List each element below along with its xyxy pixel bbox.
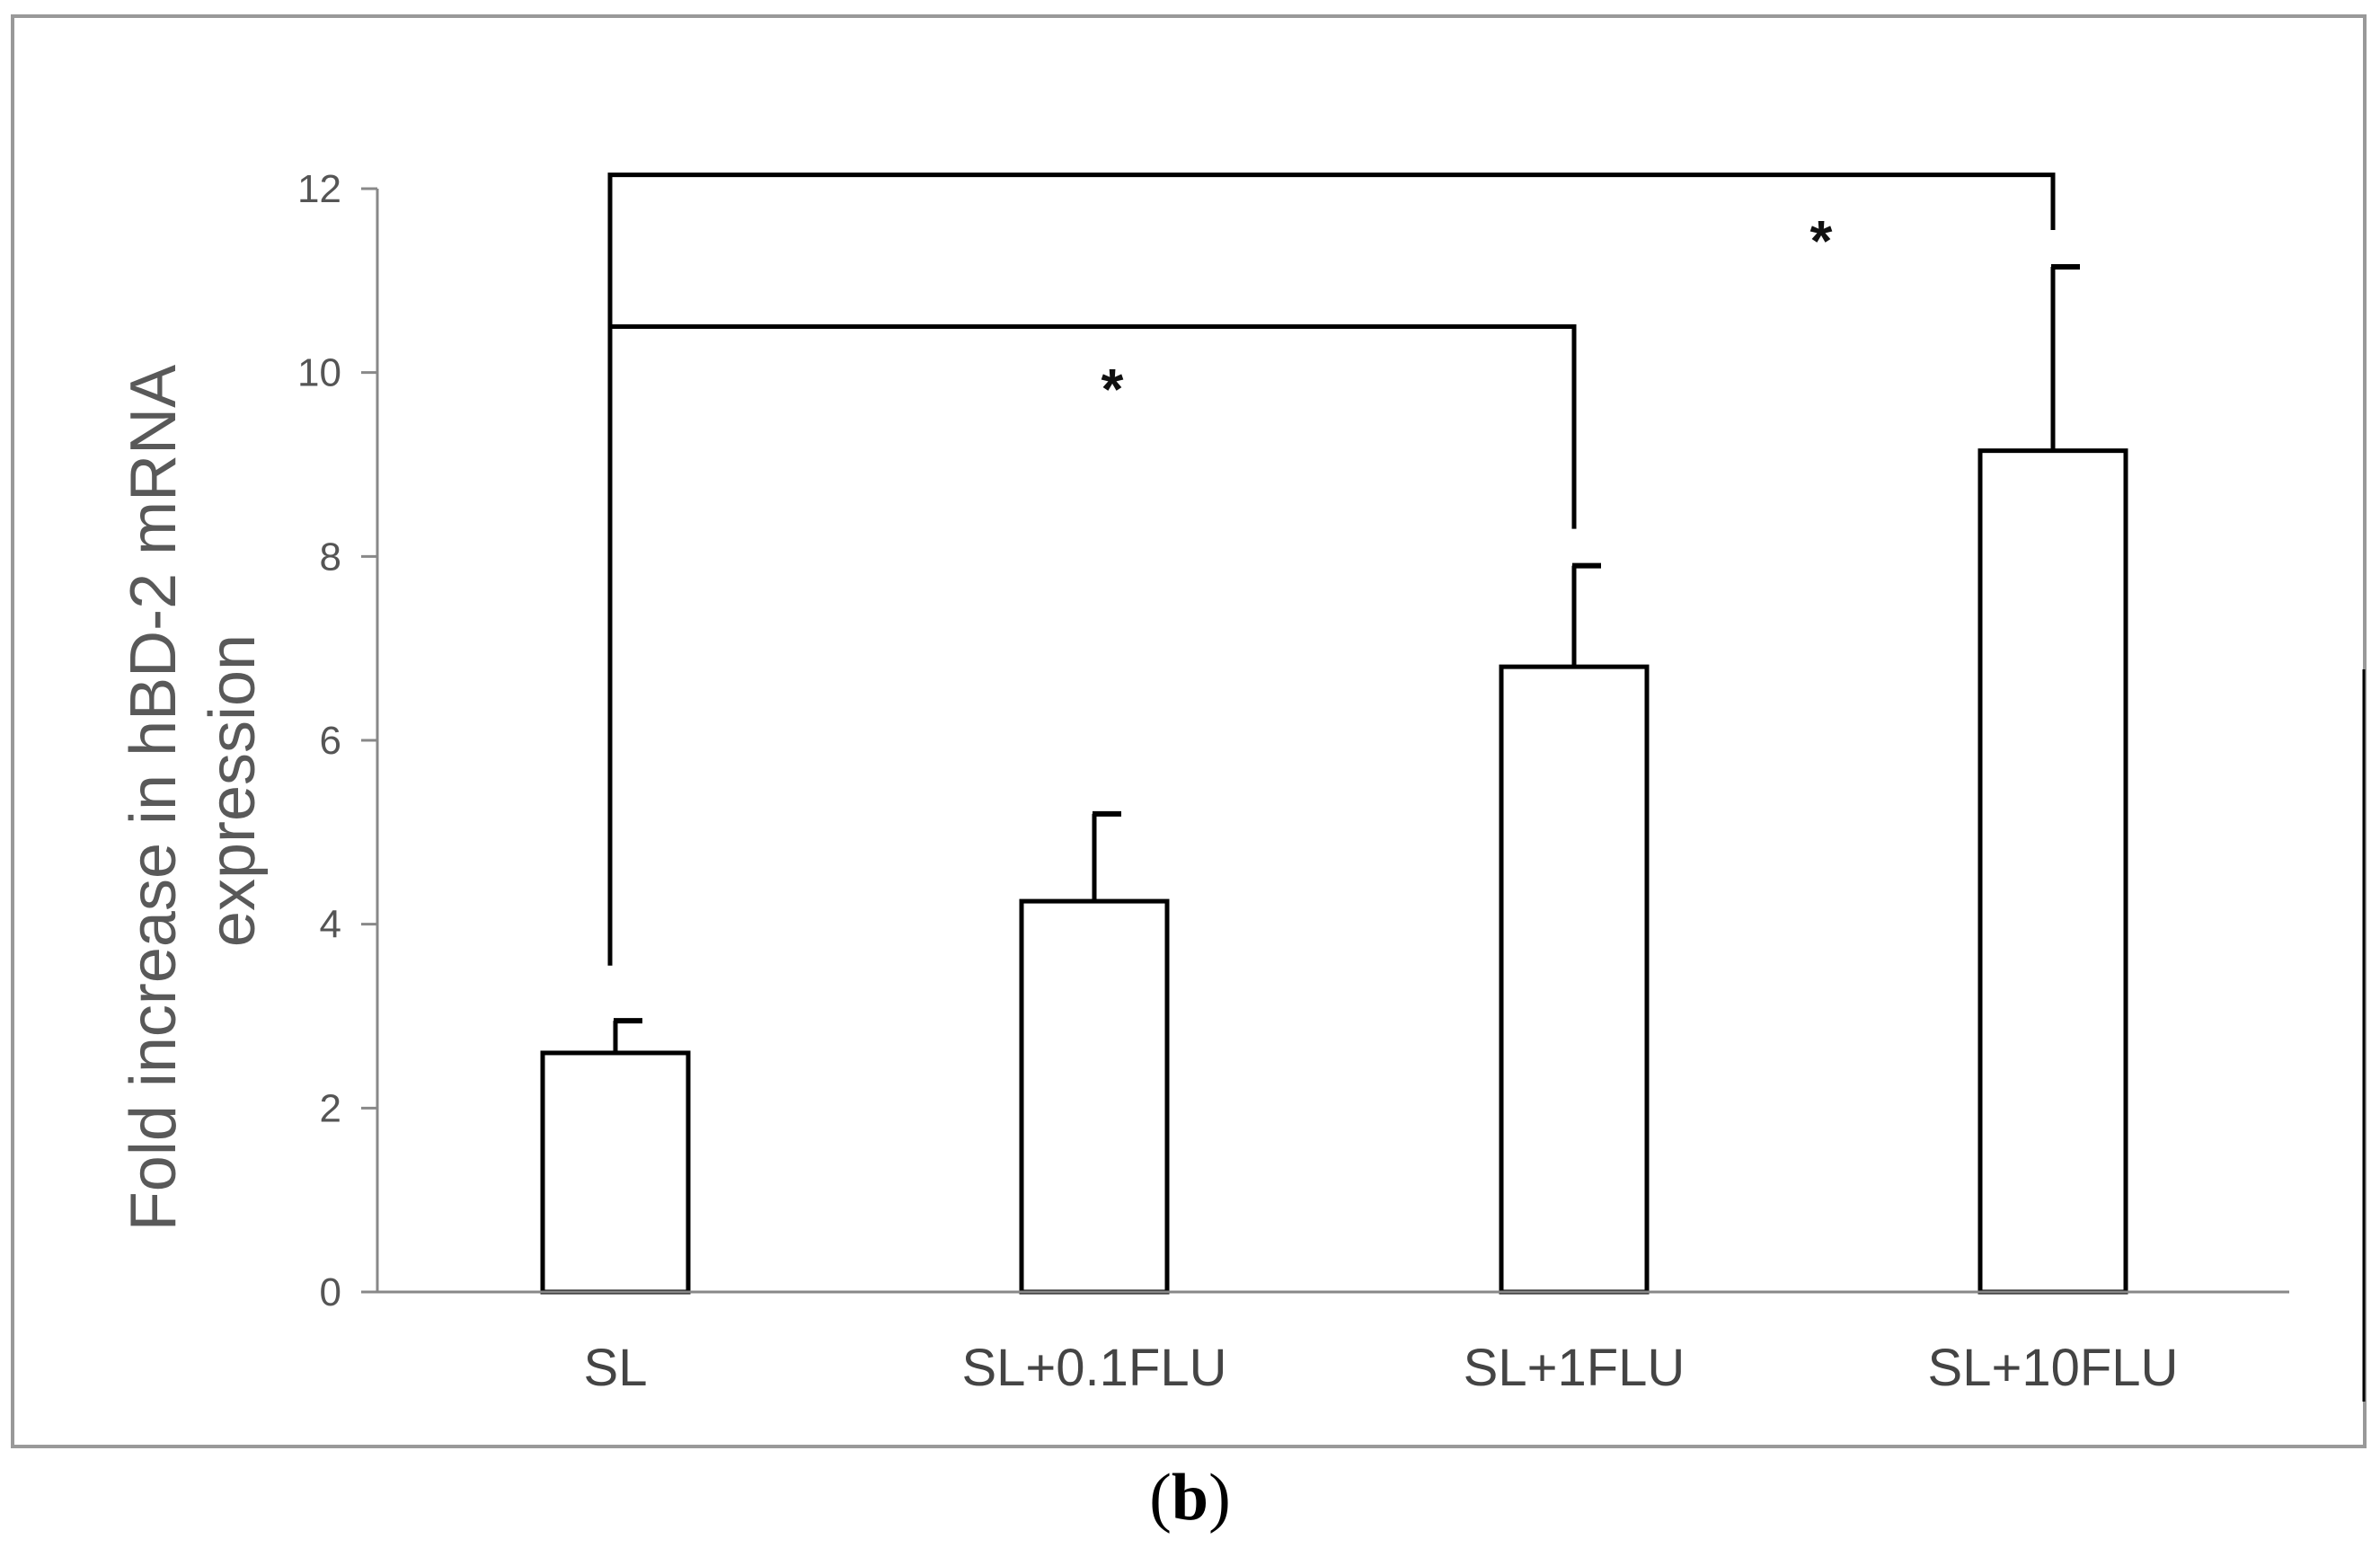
y-tick-label: 4 [320, 903, 341, 947]
y-axis-label: Fold increase in hBD-2 mRNA expression [118, 350, 269, 1231]
x-tick-label: SL [584, 1339, 648, 1397]
bar [1019, 898, 1170, 1295]
significance-bracket [607, 173, 2056, 327]
y-axis-label-line-2: expression [197, 634, 269, 947]
panel-letter: b [1171, 1461, 1209, 1535]
x-tick-label: SL+0.1FLU [961, 1339, 1226, 1397]
y-tick-label: 10 [297, 351, 341, 395]
significance-star: * [1810, 208, 1833, 273]
y-axis: 0 2 4 6 8 10 12 [297, 167, 379, 1314]
y-tick-label: 2 [320, 1086, 341, 1130]
y-tick-label: 0 [320, 1270, 341, 1314]
y-tick-label: 12 [297, 167, 341, 211]
panel-label: (b) [1149, 1461, 1231, 1535]
significance-star: * [1102, 357, 1124, 421]
significance-brackets: ** [607, 173, 2056, 966]
x-tick-label: SL+10FLU [1928, 1339, 2179, 1397]
bars [540, 448, 2128, 1295]
x-axis: SL SL+0.1FLU SL+1FLU SL+10FLU [377, 1290, 2289, 1397]
bar [1499, 664, 1650, 1295]
y-tick-label: 8 [320, 535, 341, 579]
significance-bracket [607, 324, 1577, 966]
y-axis-label-line-1: Fold increase in hBD-2 mRNA [118, 365, 190, 1231]
bar [540, 1050, 691, 1295]
y-tick-label: 6 [320, 719, 341, 763]
x-tick-label: SL+1FLU [1464, 1339, 1685, 1397]
error-bars [613, 263, 2080, 1053]
bar [1977, 448, 2128, 1295]
